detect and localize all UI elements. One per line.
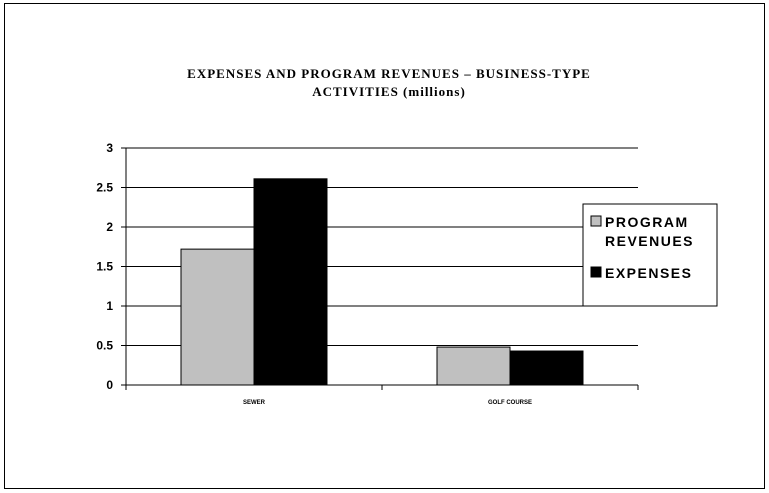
x-category-label: SEWER bbox=[243, 400, 266, 406]
legend-box bbox=[582, 203, 718, 307]
y-tick-label: 0.5 bbox=[96, 339, 113, 353]
chart-title-line-1: EXPENSES AND PROGRAM REVENUES – BUSINESS… bbox=[187, 66, 591, 81]
y-tick-label: 1 bbox=[106, 299, 113, 313]
legend-swatch bbox=[590, 215, 602, 227]
y-tick-label: 0 bbox=[106, 378, 113, 392]
bar bbox=[253, 178, 328, 386]
chart-title-line-2: ACTIVITIES (millions) bbox=[312, 84, 466, 99]
legend-label: REVENUES bbox=[605, 233, 694, 249]
y-tick-label: 3 bbox=[106, 141, 113, 155]
legend-label: PROGRAM bbox=[605, 214, 689, 230]
x-category-label: GOLF COURSE bbox=[488, 400, 532, 406]
legend: PROGRAM REVENUES EXPENSES bbox=[582, 203, 718, 307]
bar bbox=[509, 350, 584, 386]
legend-swatch bbox=[590, 266, 602, 278]
y-tick-label: 1.5 bbox=[96, 260, 113, 274]
bar-chart: EXPENSES AND PROGRAM REVENUES – BUSINESS… bbox=[96, 66, 718, 406]
chart-frame: EXPENSES AND PROGRAM REVENUES – BUSINESS… bbox=[4, 3, 765, 489]
y-tick-label: 2.5 bbox=[96, 181, 113, 195]
bar bbox=[180, 248, 255, 386]
y-tick-label: 2 bbox=[106, 220, 113, 234]
plot-area: 0 0.5 1 1.5 2 2.5 3 SEWER GOLF COURSE bbox=[96, 141, 639, 406]
bar bbox=[436, 346, 511, 386]
legend-label: EXPENSES bbox=[605, 265, 692, 281]
